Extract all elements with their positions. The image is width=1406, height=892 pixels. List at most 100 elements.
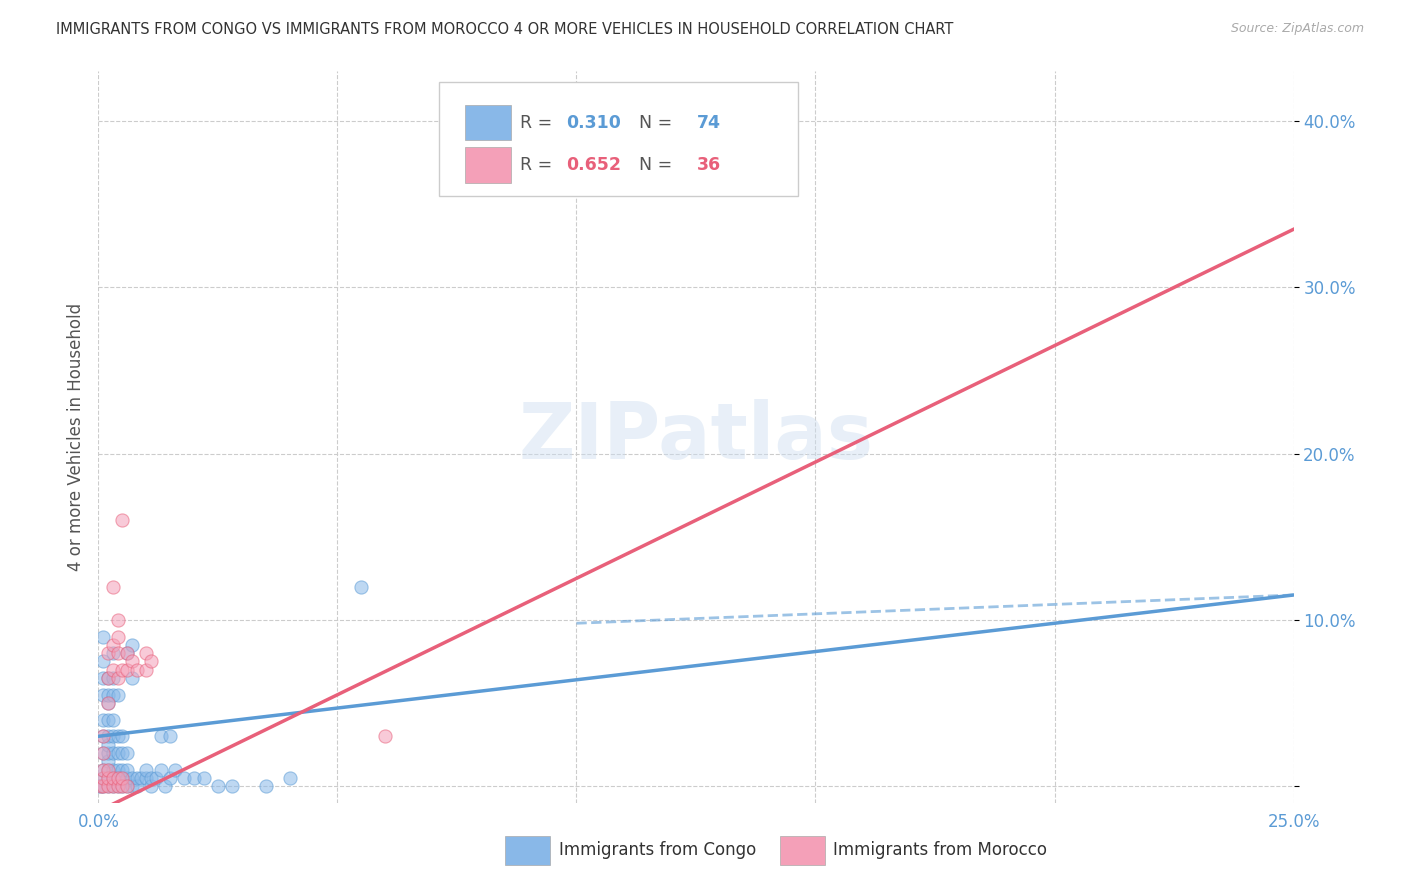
Point: [91, 713, 114, 727]
Text: R =: R =: [520, 156, 558, 174]
Point: [159, 729, 181, 743]
Text: 36: 36: [697, 156, 721, 174]
Point: [121, 638, 143, 652]
Point: [107, 729, 129, 743]
Point: [107, 646, 129, 660]
Point: [135, 763, 157, 777]
Point: [149, 763, 172, 777]
Point: [115, 779, 138, 793]
Point: [91, 655, 114, 669]
Point: [121, 771, 143, 785]
Point: [107, 771, 129, 785]
Point: [125, 663, 148, 677]
Point: [97, 754, 120, 768]
Point: [87, 779, 110, 793]
Point: [121, 671, 143, 685]
Point: [115, 779, 138, 793]
Point: [101, 646, 124, 660]
Point: [97, 671, 120, 685]
Point: [149, 729, 172, 743]
Point: [101, 580, 124, 594]
Point: [101, 771, 124, 785]
Point: [91, 779, 114, 793]
Text: 0.310: 0.310: [565, 113, 620, 131]
Point: [107, 779, 129, 793]
Point: [173, 771, 195, 785]
Point: [101, 779, 124, 793]
Text: R =: R =: [520, 113, 558, 131]
Point: [101, 713, 124, 727]
Bar: [465, 105, 510, 140]
Point: [121, 655, 143, 669]
Point: [97, 646, 120, 660]
Point: [91, 771, 114, 785]
Point: [91, 763, 114, 777]
Point: [111, 729, 134, 743]
Point: [107, 688, 129, 702]
Point: [111, 763, 134, 777]
Point: [111, 779, 134, 793]
Point: [97, 763, 120, 777]
Point: [115, 663, 138, 677]
Text: Source: ZipAtlas.com: Source: ZipAtlas.com: [1230, 22, 1364, 36]
Text: 0.652: 0.652: [565, 156, 620, 174]
Bar: [505, 836, 550, 865]
Point: [221, 779, 243, 793]
Point: [125, 771, 148, 785]
Point: [111, 771, 134, 785]
Point: [90, 779, 112, 793]
Point: [101, 746, 124, 760]
Point: [91, 779, 114, 793]
Text: Immigrants from Congo: Immigrants from Congo: [558, 841, 756, 859]
Y-axis label: 4 or more Vehicles in Household: 4 or more Vehicles in Household: [66, 303, 84, 571]
Point: [107, 746, 129, 760]
Point: [91, 746, 114, 760]
Point: [101, 638, 124, 652]
Point: [97, 729, 120, 743]
Text: N =: N =: [628, 113, 678, 131]
FancyBboxPatch shape: [439, 82, 797, 195]
Point: [101, 771, 124, 785]
Point: [111, 771, 134, 785]
Point: [97, 763, 120, 777]
Point: [90, 779, 112, 793]
Point: [101, 729, 124, 743]
Point: [135, 646, 157, 660]
Bar: [779, 836, 825, 865]
Point: [101, 671, 124, 685]
Point: [107, 771, 129, 785]
Point: [107, 779, 129, 793]
Point: [139, 655, 162, 669]
Point: [91, 630, 114, 644]
Text: 74: 74: [697, 113, 721, 131]
Point: [193, 771, 215, 785]
Point: [91, 688, 114, 702]
Point: [135, 663, 157, 677]
Text: N =: N =: [628, 156, 678, 174]
Text: IMMIGRANTS FROM CONGO VS IMMIGRANTS FROM MOROCCO 4 OR MORE VEHICLES IN HOUSEHOLD: IMMIGRANTS FROM CONGO VS IMMIGRANTS FROM…: [56, 22, 953, 37]
Point: [97, 779, 120, 793]
Point: [756, 122, 779, 136]
Point: [97, 671, 120, 685]
Point: [139, 771, 162, 785]
Point: [97, 713, 120, 727]
Point: [159, 771, 181, 785]
Point: [111, 663, 134, 677]
Point: [97, 779, 120, 793]
Point: [101, 763, 124, 777]
Point: [107, 630, 129, 644]
Point: [115, 646, 138, 660]
Point: [163, 763, 186, 777]
Point: [91, 671, 114, 685]
Point: [131, 771, 153, 785]
Point: [97, 771, 120, 785]
Point: [254, 779, 277, 793]
Point: [107, 763, 129, 777]
Point: [107, 671, 129, 685]
Point: [101, 663, 124, 677]
Point: [91, 746, 114, 760]
Point: [111, 746, 134, 760]
Point: [97, 771, 120, 785]
Point: [91, 729, 114, 743]
Point: [155, 779, 177, 793]
